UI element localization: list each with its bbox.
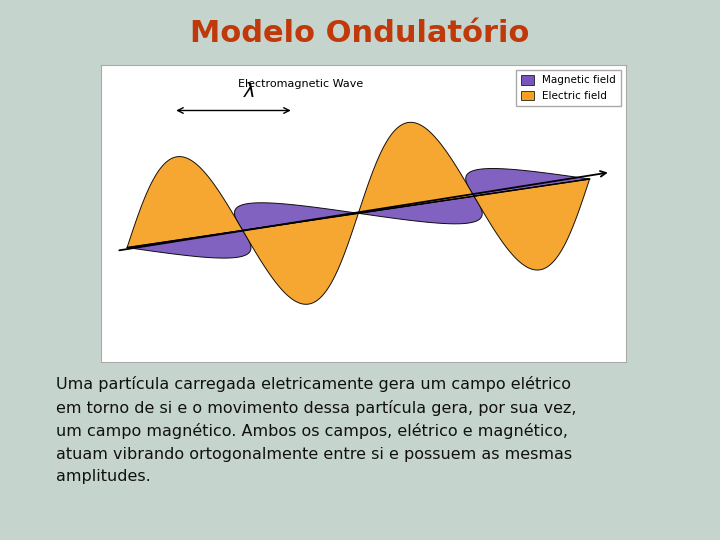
Polygon shape	[474, 179, 590, 270]
Text: Electromagnetic Wave: Electromagnetic Wave	[238, 78, 363, 89]
Polygon shape	[127, 157, 243, 247]
Polygon shape	[127, 231, 251, 258]
Legend: Magnetic field, Electric field: Magnetic field, Electric field	[516, 70, 621, 106]
Text: Uma partícula carregada eletricamente gera um campo elétrico
em torno de si e o : Uma partícula carregada eletricamente ge…	[55, 376, 576, 484]
Text: Modelo Ondulatório: Modelo Ondulatório	[190, 19, 530, 48]
Polygon shape	[359, 196, 482, 224]
Polygon shape	[466, 168, 590, 196]
Text: λ: λ	[243, 83, 255, 102]
Polygon shape	[243, 213, 358, 305]
Polygon shape	[235, 203, 358, 231]
Polygon shape	[359, 122, 474, 213]
